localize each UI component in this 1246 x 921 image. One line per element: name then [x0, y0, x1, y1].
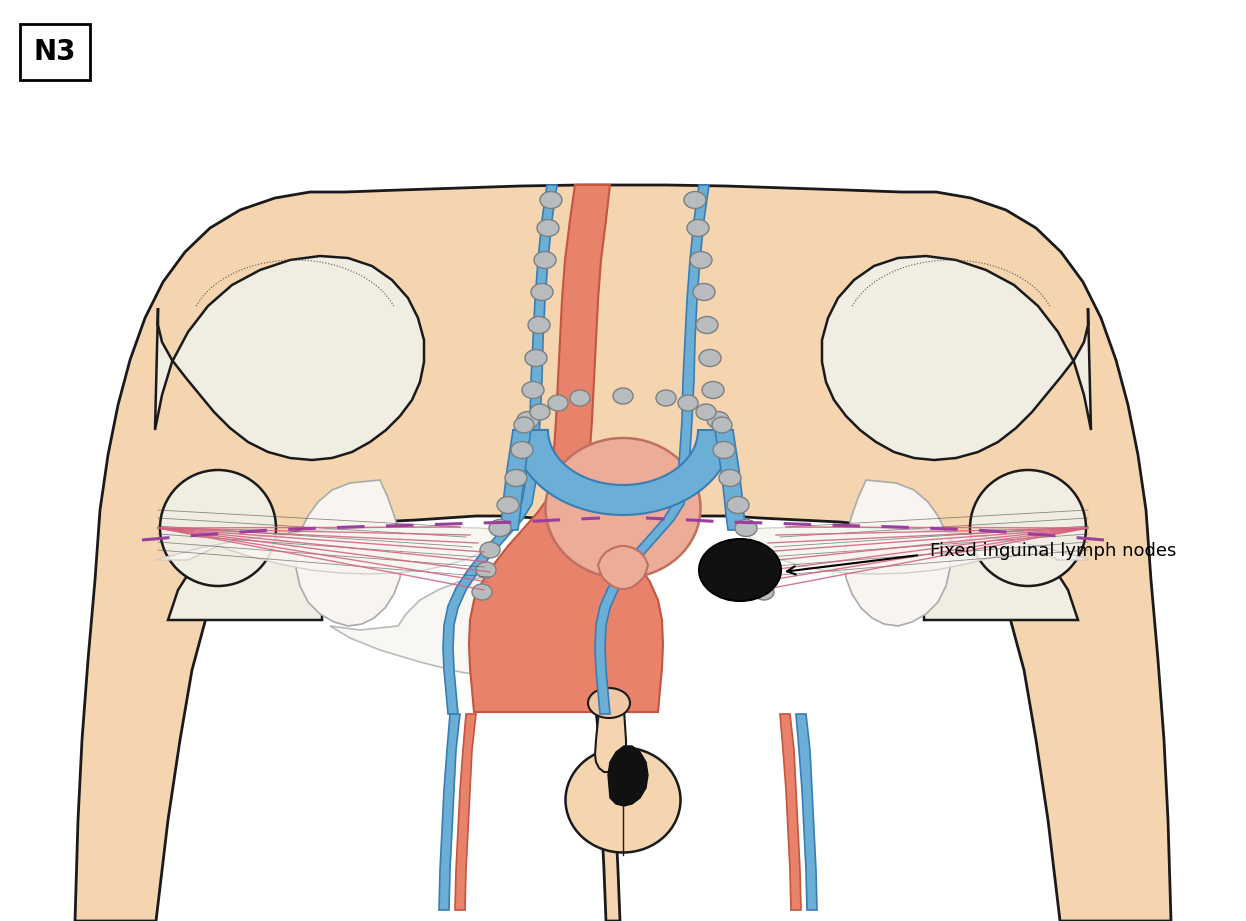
Circle shape [159, 470, 277, 586]
Polygon shape [780, 714, 801, 910]
Ellipse shape [530, 404, 549, 420]
Ellipse shape [706, 412, 729, 428]
Ellipse shape [750, 562, 770, 578]
Ellipse shape [476, 562, 496, 578]
Ellipse shape [569, 390, 591, 406]
Ellipse shape [697, 404, 716, 420]
Polygon shape [168, 538, 321, 620]
Ellipse shape [690, 251, 711, 269]
Polygon shape [608, 746, 648, 806]
Polygon shape [444, 185, 557, 714]
Ellipse shape [566, 748, 680, 853]
Ellipse shape [488, 519, 511, 537]
Polygon shape [155, 256, 424, 460]
Ellipse shape [540, 192, 562, 208]
Polygon shape [844, 480, 949, 626]
Polygon shape [75, 185, 1171, 921]
Ellipse shape [546, 438, 700, 578]
Polygon shape [468, 185, 663, 712]
Polygon shape [500, 430, 531, 530]
Ellipse shape [515, 417, 535, 433]
Ellipse shape [754, 584, 774, 600]
Ellipse shape [701, 381, 724, 399]
Polygon shape [746, 527, 1091, 574]
Ellipse shape [505, 470, 527, 486]
Ellipse shape [746, 542, 766, 558]
Ellipse shape [531, 284, 553, 300]
Ellipse shape [525, 349, 547, 367]
Ellipse shape [522, 381, 545, 399]
Ellipse shape [655, 390, 677, 406]
Ellipse shape [480, 542, 500, 558]
Polygon shape [596, 700, 625, 772]
Polygon shape [297, 480, 402, 626]
Polygon shape [822, 256, 1091, 460]
Polygon shape [455, 714, 476, 910]
Polygon shape [513, 430, 733, 515]
Ellipse shape [613, 388, 633, 404]
Polygon shape [796, 714, 817, 910]
Text: Fixed inguinal lymph nodes: Fixed inguinal lymph nodes [930, 542, 1176, 560]
Text: N3: N3 [34, 38, 76, 66]
Circle shape [969, 470, 1087, 586]
Ellipse shape [535, 251, 556, 269]
Ellipse shape [684, 192, 706, 208]
Ellipse shape [588, 688, 630, 718]
Ellipse shape [548, 395, 568, 411]
Ellipse shape [726, 496, 749, 514]
Polygon shape [155, 527, 500, 574]
Ellipse shape [697, 317, 718, 333]
Ellipse shape [693, 284, 715, 300]
Ellipse shape [511, 441, 533, 459]
Polygon shape [596, 185, 709, 714]
Polygon shape [439, 714, 460, 910]
Polygon shape [715, 430, 746, 530]
Ellipse shape [699, 539, 781, 601]
Polygon shape [330, 577, 608, 680]
Ellipse shape [517, 412, 540, 428]
Ellipse shape [735, 519, 758, 537]
Ellipse shape [699, 349, 721, 367]
Ellipse shape [687, 219, 709, 237]
Polygon shape [598, 546, 648, 589]
Ellipse shape [719, 470, 741, 486]
Ellipse shape [537, 219, 559, 237]
Ellipse shape [472, 584, 492, 600]
Ellipse shape [678, 395, 698, 411]
Ellipse shape [497, 496, 520, 514]
Ellipse shape [711, 417, 731, 433]
Ellipse shape [528, 317, 549, 333]
Polygon shape [925, 538, 1078, 620]
Ellipse shape [713, 441, 735, 459]
